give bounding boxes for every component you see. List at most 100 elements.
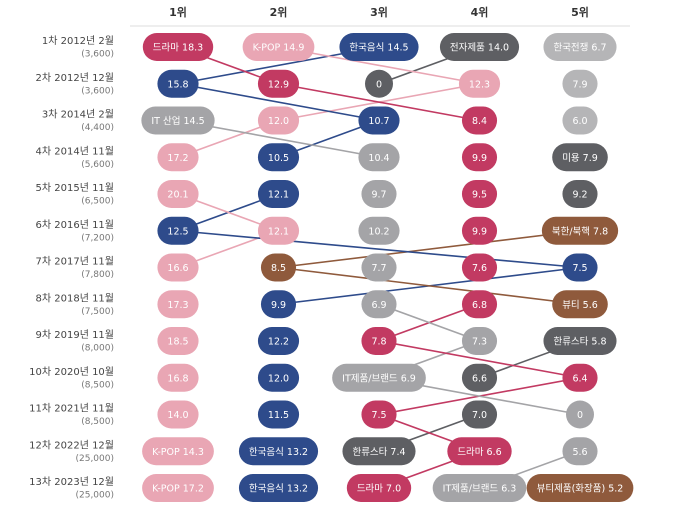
row-label: 5차 2015년 11월 <box>36 182 115 194</box>
cell-pill <box>257 69 300 98</box>
row-sample: (8,500) <box>81 380 114 390</box>
cell-pill <box>157 143 199 172</box>
cell-text: 16.8 <box>167 373 188 384</box>
cell-text: 12.0 <box>268 373 289 384</box>
cell-pill <box>461 143 498 172</box>
cell-text: 7.6 <box>472 263 487 274</box>
row-label: 11차 2021년 11월 <box>29 403 114 415</box>
cell-pill <box>365 69 393 98</box>
cell-text: 6.4 <box>572 373 587 384</box>
cell-text: 뷰티 5.6 <box>562 300 598 311</box>
cell-pill <box>242 33 315 61</box>
cell-pill <box>257 216 300 245</box>
cell-text: 6.0 <box>572 116 587 127</box>
cell-pill <box>157 363 199 392</box>
row-sample: (4,400) <box>81 123 114 133</box>
connector <box>278 229 581 269</box>
connector <box>278 82 480 122</box>
cell-text: 10.2 <box>368 226 389 237</box>
cell-pill <box>157 327 199 355</box>
cell-text: 0 <box>376 79 382 90</box>
column-header: 5위 <box>571 6 589 19</box>
cell-text: 9.9 <box>472 153 487 164</box>
row-sample: (3,600) <box>81 86 114 96</box>
cell-text: 12.5 <box>167 226 188 237</box>
row-label: 10차 2020년 10월 <box>29 366 114 378</box>
cell-text: 17.3 <box>167 300 188 311</box>
cell-pill <box>461 400 498 429</box>
cell-pill <box>257 363 300 392</box>
row-label: 2차 2012년 12월 <box>36 72 115 84</box>
cell-text: 6.8 <box>472 300 487 311</box>
cell-pill <box>157 69 199 98</box>
cell-pill <box>361 327 397 355</box>
cell-pill <box>432 474 527 502</box>
cell-text: 드라마 6.6 <box>457 447 501 458</box>
cell-pill <box>238 437 319 466</box>
cell-pill <box>157 290 199 319</box>
cell-text: 7.7 <box>371 263 386 274</box>
cell-text: 미용 7.9 <box>562 153 598 164</box>
connector <box>378 303 480 342</box>
cell-pill <box>361 253 397 282</box>
cell-pill <box>260 253 297 282</box>
cell-text: 12.1 <box>268 190 289 201</box>
cell-pill <box>339 33 419 61</box>
cell-pill <box>526 474 634 502</box>
cell-pill <box>142 33 214 61</box>
cell-text: 한국음식 13.2 <box>249 447 308 458</box>
column-header: 2위 <box>270 6 288 19</box>
cell-text: 6.9 <box>371 300 386 311</box>
cell-pill <box>541 216 619 245</box>
row-sample: (7,500) <box>81 307 114 317</box>
cell-pill <box>562 106 598 135</box>
cell-pill <box>562 69 598 98</box>
cell-pill <box>552 143 608 172</box>
cell-pill <box>257 327 300 355</box>
cell-pill <box>257 143 300 172</box>
cell-text: K-POP 14.9 <box>253 43 305 54</box>
cell-text: 18.5 <box>167 337 188 348</box>
cell-text: 7.9 <box>572 79 587 90</box>
column-header: 4위 <box>471 6 489 19</box>
row-sample: (7,800) <box>81 270 114 280</box>
row-sample: (25,000) <box>75 454 114 464</box>
cell-text: K-POP 17.2 <box>152 484 204 495</box>
cell-pill <box>238 474 319 502</box>
cell-text: 한국전쟁 6.7 <box>553 43 606 54</box>
cell-pill <box>141 106 215 135</box>
cell-text: 한류스타 7.4 <box>352 447 405 458</box>
cell-pill <box>260 290 297 319</box>
cell-text: 10.7 <box>368 116 389 127</box>
cell-pill <box>142 437 214 466</box>
cell-text: 드라마 18.3 <box>153 43 203 54</box>
row-sample: (8,000) <box>81 344 114 354</box>
cell-text: 16.6 <box>167 263 188 274</box>
cell-text: 9.9 <box>472 226 487 237</box>
cell-text: 15.8 <box>167 79 188 90</box>
cell-pill <box>257 106 300 135</box>
cell-text: 9.5 <box>472 190 487 201</box>
cell-text: 6.6 <box>472 373 487 384</box>
cell-pill <box>562 437 598 466</box>
cell-text: 7.5 <box>371 410 386 421</box>
cell-text: IT 산업 14.5 <box>151 115 204 127</box>
cell-text: 뷰티제품(화장품) 5.2 <box>537 484 624 495</box>
row-sample: (25,000) <box>75 491 114 501</box>
cell-pill <box>342 437 416 466</box>
cell-pill <box>458 69 501 98</box>
cell-pill <box>461 106 498 135</box>
cell-text: 5.6 <box>572 447 587 458</box>
row-sample: (8,500) <box>81 417 114 427</box>
cell-text: 8.4 <box>472 116 487 127</box>
cell-text: 7.0 <box>472 410 487 421</box>
cell-pill <box>447 437 512 466</box>
cell-pill <box>543 327 617 355</box>
cell-text: IT제품/브랜드 6.9 <box>342 373 416 384</box>
cell-pill <box>157 253 199 282</box>
cell-text: 12.0 <box>268 116 289 127</box>
cell-text: 0 <box>577 410 583 421</box>
cell-text: 14.0 <box>167 410 188 421</box>
column-header: 1위 <box>169 6 187 19</box>
